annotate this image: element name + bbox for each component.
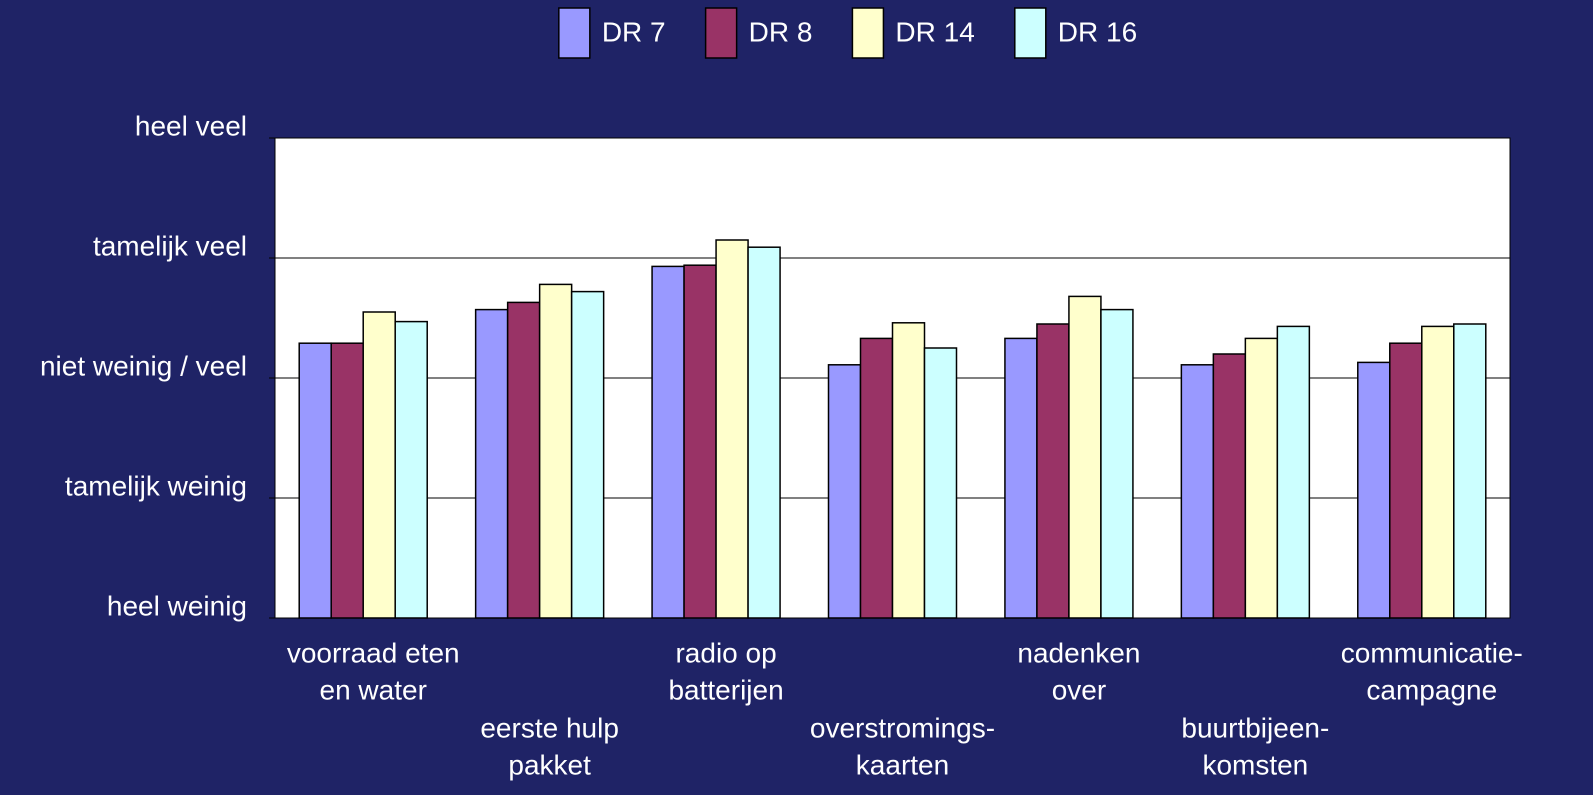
bar (1068, 295, 1102, 619)
bar (715, 239, 749, 619)
bar (362, 311, 396, 619)
bar (1389, 342, 1423, 619)
legend-swatch (1014, 7, 1047, 59)
bar (1244, 337, 1279, 619)
x-tick-label: en water (320, 674, 427, 705)
x-tick-label: radio op (675, 637, 776, 668)
bar (1453, 323, 1487, 619)
bar (1004, 337, 1038, 619)
bar (394, 320, 428, 619)
bar (1212, 353, 1247, 619)
bar (923, 347, 958, 619)
x-tick-label: kaarten (856, 749, 949, 780)
bar (1036, 323, 1070, 619)
y-tick-label: heel veel (135, 110, 247, 141)
bar (891, 322, 926, 619)
bar (1276, 325, 1311, 619)
bar (1421, 325, 1455, 619)
bar (538, 283, 573, 619)
x-tick-label: buurtbijeen- (1181, 712, 1329, 743)
legend-swatch (558, 7, 591, 59)
bar (1180, 364, 1215, 619)
x-tick-label: eerste hulp (480, 712, 619, 743)
y-tick-label: niet weinig / veel (40, 350, 247, 381)
x-tick-label: pakket (508, 749, 591, 780)
bar (1100, 308, 1134, 619)
bar (570, 290, 605, 619)
bar (330, 342, 364, 619)
x-tick-label: nadenken (1017, 637, 1140, 668)
legend-swatch (851, 7, 885, 59)
legend-label: DR 7 (602, 16, 666, 47)
bar (474, 308, 509, 619)
bar (506, 301, 541, 619)
x-tick-label: komsten (1202, 749, 1308, 780)
y-tick-label: tamelijk weinig (65, 470, 247, 501)
bar (747, 246, 781, 619)
legend-swatch (704, 7, 738, 59)
bar (683, 264, 717, 619)
bar (859, 337, 894, 619)
legend-label: DR 16 (1058, 16, 1137, 47)
x-tick-label: overstromings- (810, 712, 995, 743)
bar (1357, 361, 1391, 619)
x-tick-label: voorraad eten (287, 637, 460, 668)
y-tick-label: heel weinig (107, 590, 247, 621)
legend-label: DR 14 (895, 16, 974, 47)
bar (298, 342, 332, 619)
x-tick-label: campagne (1366, 674, 1497, 705)
bar (651, 265, 685, 619)
x-tick-label: batterijen (668, 674, 783, 705)
x-tick-label: communicatie- (1341, 637, 1523, 668)
legend-label: DR 8 (749, 16, 813, 47)
x-tick-label: over (1052, 674, 1106, 705)
y-tick-label: tamelijk veel (93, 230, 247, 261)
bar (827, 364, 862, 619)
